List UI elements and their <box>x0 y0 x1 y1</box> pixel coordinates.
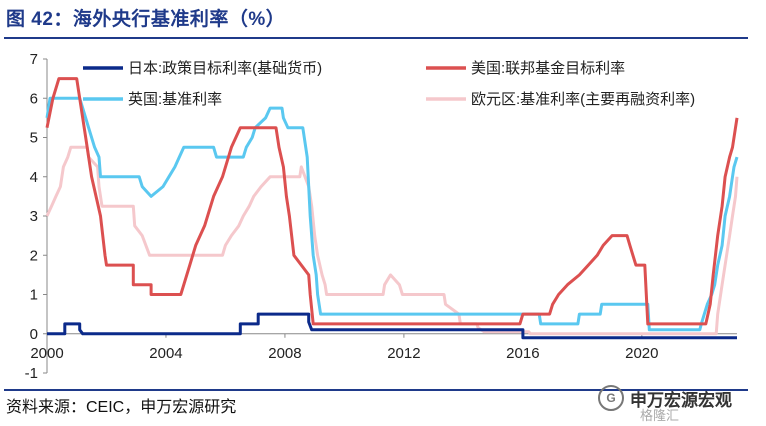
watermark-sub: 格隆汇 <box>640 408 680 423</box>
y-tick-label: 6 <box>30 90 38 107</box>
x-tick-label: 2004 <box>149 345 182 362</box>
y-tick-label: 4 <box>30 169 38 186</box>
series-line-2 <box>45 77 739 326</box>
x-tick-label: 2016 <box>506 345 539 362</box>
y-tick-label: -1 <box>25 365 38 382</box>
legend-label: 美国:联邦基金目标利率 <box>471 60 625 77</box>
watermark: G 申万宏源宏观 <box>598 385 732 411</box>
series-line-3 <box>45 96 739 332</box>
series-line-4 <box>45 145 739 336</box>
series-line-1 <box>47 312 737 340</box>
y-tick-label: 0 <box>30 326 38 343</box>
y-tick-label: 2 <box>30 247 38 264</box>
y-tick-label: 3 <box>30 208 38 225</box>
legend-label: 英国:基准利率 <box>128 90 222 108</box>
title-underline <box>4 37 748 39</box>
y-tick-label: 1 <box>30 287 38 304</box>
legend-label: 欧元区:基准利率(主要再融资利率) <box>471 91 695 108</box>
source-note: 资料来源：CEIC，申万宏源研究 <box>6 399 237 416</box>
x-tick-label: 2008 <box>268 345 301 362</box>
x-tick-label: 2000 <box>30 345 63 362</box>
watermark-logo-icon: G <box>598 385 624 411</box>
y-tick-label: 7 <box>30 51 38 68</box>
watermark-name: 申万宏源宏观 <box>630 390 732 410</box>
x-tick-label: 2012 <box>387 345 420 362</box>
figure-title: 图 42：海外央行基准利率（%） <box>6 9 286 30</box>
source-divider <box>4 389 748 391</box>
x-tick-label: 2020 <box>625 345 658 362</box>
legend-label: 日本:政策目标利率(基础货币) <box>128 60 322 77</box>
y-tick-label: 5 <box>30 130 38 147</box>
